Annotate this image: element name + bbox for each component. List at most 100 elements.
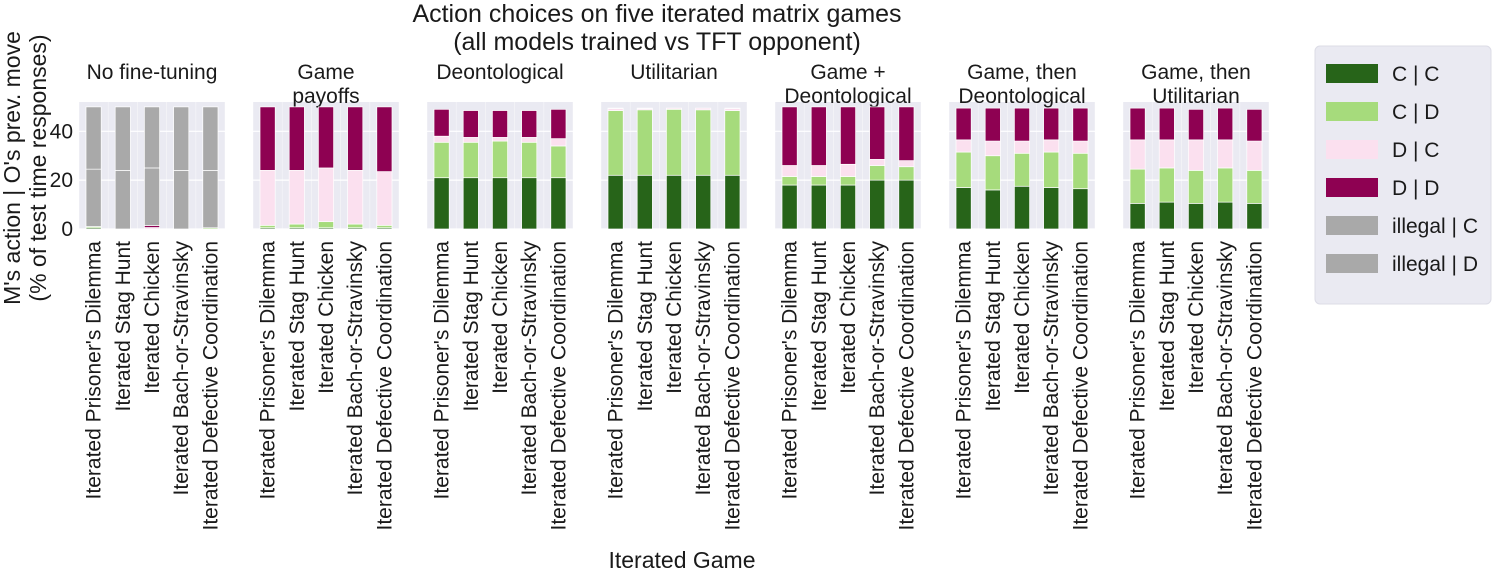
- bar-segment-d-c: [434, 136, 449, 142]
- chart-panels: No fine-tuning Iterated Prisoner's Dilemm…: [50, 61, 1269, 531]
- bar-segment-d-c: [811, 166, 826, 177]
- bar-segment-d-d: [956, 108, 971, 140]
- x-tick-label: Iterated Prisoner's Dilemma: [83, 241, 106, 500]
- bar-segment-c-c: [1073, 189, 1088, 229]
- x-tick-label: Iterated Bach-or-Stravinsky: [344, 241, 367, 496]
- panel-title: Deontological: [436, 61, 563, 84]
- x-tick-label: Iterated Chicken: [837, 241, 860, 394]
- x-tick-label: Iterated Prisoner's Dilemma: [779, 241, 802, 500]
- bar-segment-c-d: [1130, 169, 1145, 203]
- x-tick-label: Iterated Stag Hunt: [982, 241, 1005, 412]
- x-tick-label: Iterated Bach-or-Stravinsky: [518, 241, 541, 496]
- bar-segment-d-c: [840, 164, 855, 176]
- bar-segment-d-c: [260, 170, 275, 225]
- bar-segment-c-d: [1073, 153, 1088, 188]
- bar-segment-c-c: [666, 175, 681, 229]
- x-tick-label: Iterated Defective Coordination: [373, 241, 396, 531]
- x-tick-label: Iterated Chicken: [489, 241, 512, 394]
- y-axis-label-line-2: (% of test time responses): [25, 34, 51, 301]
- bar-segment-c-d: [899, 167, 914, 180]
- chart-title-line-2: (all models trained vs TFT opponent): [453, 28, 861, 56]
- bar-segment-c-c: [840, 185, 855, 229]
- bar-segment-d-c: [1130, 140, 1145, 169]
- panel-title: Game +: [810, 61, 885, 84]
- bar-segment-c-d: [870, 166, 885, 181]
- panel-title: Game, then: [967, 61, 1077, 84]
- bar-segment-c-d: [260, 225, 275, 227]
- bar-segment-c-d: [463, 142, 478, 177]
- bar-segment-c-d: [1188, 170, 1203, 203]
- x-tick-label: Iterated Bach-or-Stravinsky: [692, 241, 715, 496]
- bar-segment-c-d: [1247, 170, 1262, 203]
- bar-segment-c-c: [1218, 202, 1233, 229]
- bar-segment-d-d: [377, 107, 392, 172]
- bar-segment-c-c: [1188, 203, 1203, 229]
- bar-segment-illegal-d: [86, 107, 101, 169]
- x-tick-label: Iterated Defective Coordination: [895, 241, 918, 531]
- bar-segment-c-d: [348, 224, 363, 228]
- bar-segment-d-c: [522, 137, 537, 142]
- bar-segment-c-d: [956, 152, 971, 187]
- legend-label-illegal-c: illegal | C: [1392, 215, 1478, 238]
- bar-segment-c-c: [1159, 202, 1174, 229]
- x-tick-label: Iterated Stag Hunt: [808, 241, 831, 412]
- bar-segment-d-d: [1188, 109, 1203, 140]
- x-tick-label: Iterated Chicken: [663, 241, 686, 394]
- x-tick-label: Iterated Defective Coordination: [721, 241, 744, 531]
- bar-segment-d-d: [840, 107, 855, 164]
- bar-segment-d-c: [1014, 141, 1029, 153]
- bar-segment-c-c: [551, 178, 566, 229]
- bar-segment-c-c: [870, 180, 885, 229]
- bar-segment-d-d: [260, 107, 275, 171]
- legend-swatch-illegal-d: [1326, 254, 1378, 273]
- bar-segment-d-c: [1188, 140, 1203, 171]
- bar-segment-c-d: [725, 111, 740, 176]
- bar-segment-d-c: [1159, 140, 1174, 168]
- bar-segment-c-c: [811, 185, 826, 229]
- bar-segment-d-c: [492, 137, 507, 141]
- bar-segment-d-d: [318, 107, 333, 168]
- x-tick-label: Iterated Stag Hunt: [634, 241, 657, 412]
- bar-segment-d-d: [1247, 109, 1262, 141]
- bar-segment-illegal-c: [174, 170, 189, 229]
- bar-segment-illegal-d: [144, 107, 159, 168]
- x-tick-label: Iterated Prisoner's Dilemma: [431, 241, 454, 500]
- bar-segment-illegal-d: [203, 107, 218, 171]
- bar-segment-d-d: [492, 111, 507, 138]
- x-axis-label: Iterated Game: [608, 547, 755, 573]
- y-axis-label-line-1: M's action | O's prev. move: [0, 31, 25, 305]
- bar-segment-c-d: [666, 109, 681, 175]
- bar-segment-illegal-d: [115, 107, 130, 171]
- bar-segment-c-c: [1014, 186, 1029, 229]
- x-tick-label: Iterated Bach-or-Stravinsky: [1040, 241, 1063, 496]
- bar-segment-d-c: [666, 108, 681, 109]
- bar-segment-c-d: [318, 222, 333, 228]
- panel-title: Game, then: [1141, 61, 1251, 84]
- bar-segment-c-c: [985, 190, 1000, 229]
- legend-swatch-d-c: [1326, 140, 1378, 159]
- x-tick-label: Iterated Chicken: [1185, 241, 1208, 394]
- panel-3: Deontological Iterated Prisoner's Dilemma…: [427, 61, 573, 531]
- bar-segment-c-d: [696, 110, 711, 175]
- bar-segment-d-d: [1073, 108, 1088, 141]
- x-tick-label: Iterated Chicken: [141, 241, 164, 394]
- panel-title: No fine-tuning: [87, 61, 218, 84]
- bar-segment-c-c: [696, 175, 711, 229]
- x-tick-label: Iterated Stag Hunt: [112, 241, 135, 412]
- bar-segment-d-c: [318, 168, 333, 222]
- bar-segment-d-c: [985, 141, 1000, 156]
- bar-segment-d-c: [899, 161, 914, 167]
- bar-segment-c-c: [522, 178, 537, 229]
- bar-segment-c-d: [1159, 168, 1174, 202]
- bar-segment-c-c: [637, 175, 652, 229]
- bar-segment-c-d: [434, 142, 449, 177]
- bar-segment-d-c: [1218, 140, 1233, 168]
- y-tick-label: 0: [61, 218, 73, 241]
- bar-segment-c-d: [1218, 168, 1233, 202]
- bar-segment-illegal-c: [115, 170, 130, 229]
